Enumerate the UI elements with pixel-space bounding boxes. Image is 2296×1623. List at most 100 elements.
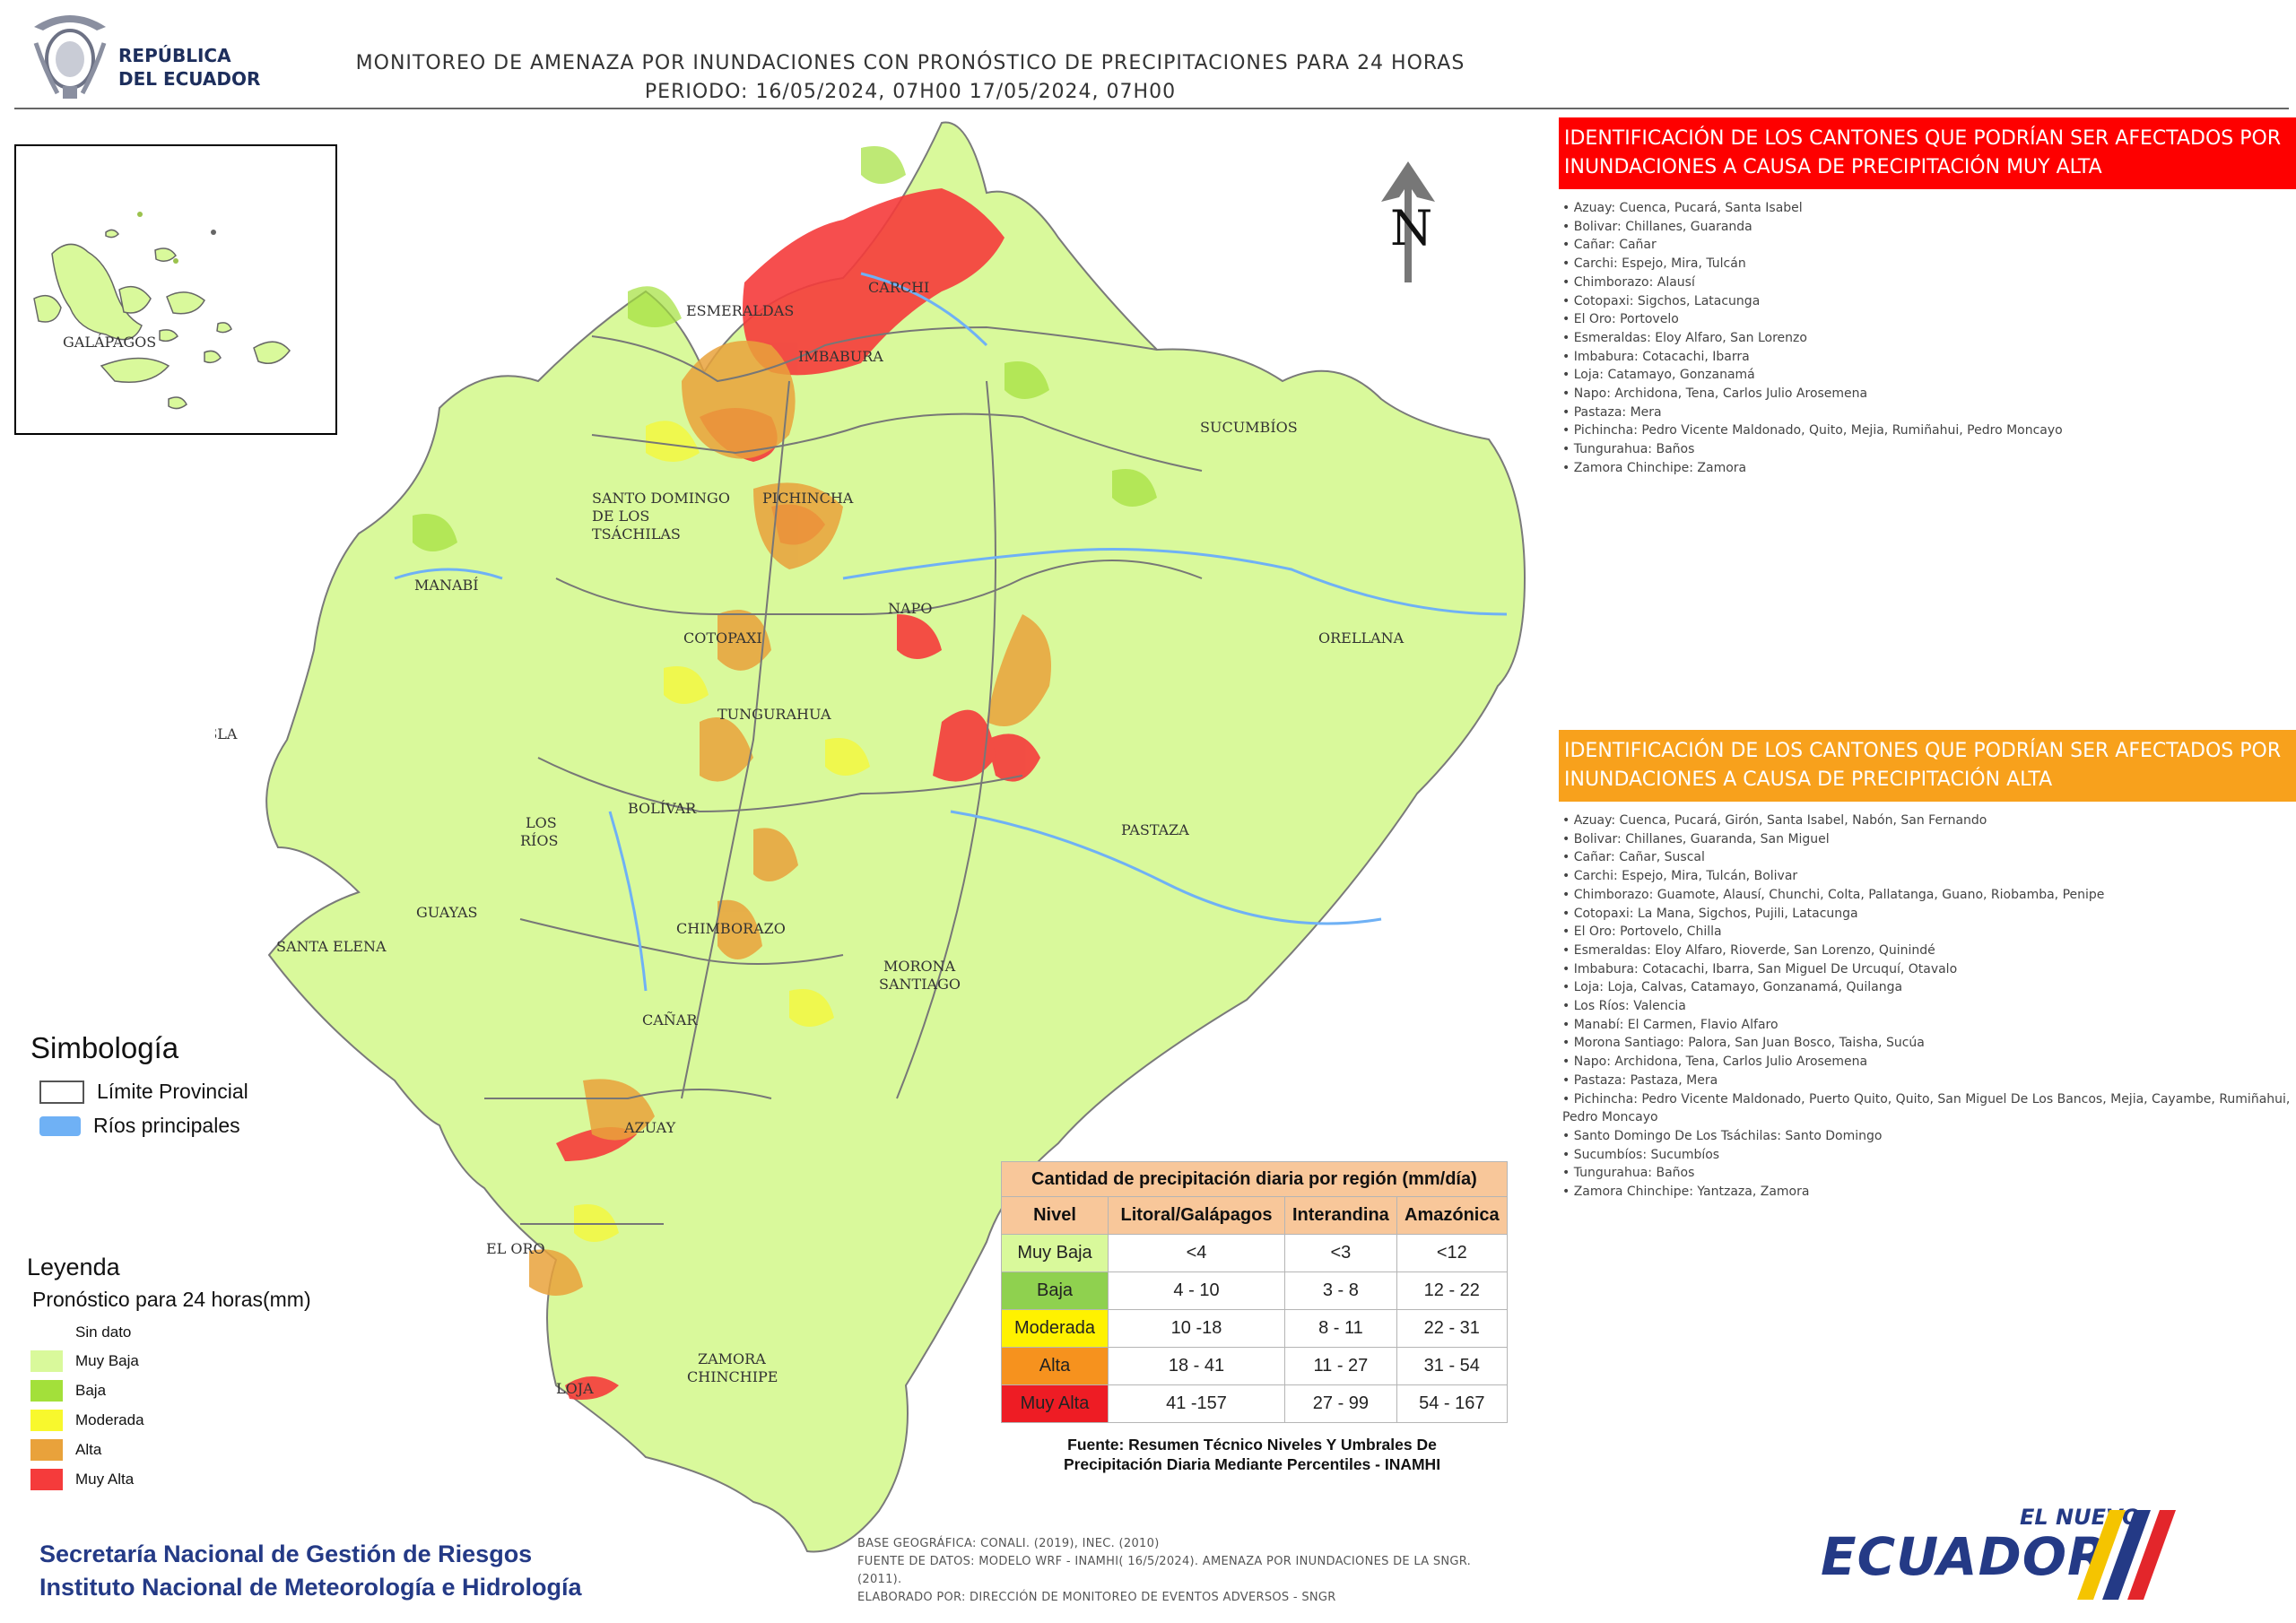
table-source-line1: Fuente: Resumen Técnico Niveles Y Umbral… xyxy=(1067,1436,1437,1454)
legend-swatch-very-low xyxy=(30,1350,63,1372)
table-level-cell: Muy Baja xyxy=(1001,1234,1109,1272)
table-row: Moderada 10 -18 8 - 11 22 - 31 xyxy=(1001,1309,1508,1348)
note-data-source: FUENTE DE DATOS: MODELO WRF - INAMHI( 16… xyxy=(857,1555,1472,1586)
map-period: PERIODO: 16/05/2024, 07H00 17/05/2024, 0… xyxy=(644,81,1177,103)
label-loja: LOJA xyxy=(556,1380,594,1397)
legend-subtitle: Pronóstico para 24 horas(mm) xyxy=(32,1288,311,1311)
legend-label: Baja xyxy=(75,1382,107,1399)
legend-swatch-very-high xyxy=(30,1469,63,1490)
table-header: Nivel xyxy=(1001,1196,1109,1235)
high-item: Santo Domingo De Los Tsáchilas: Santo Do… xyxy=(1562,1127,2296,1146)
very-high-item: Imbabura: Cotacachi, Ibarra xyxy=(1562,348,2296,367)
table-cell: 11 - 27 xyxy=(1284,1347,1397,1385)
label-de-los: DE LOS xyxy=(592,508,649,525)
label-santo-domingo: SANTO DOMINGO xyxy=(592,490,730,507)
high-item: Chimborazo: Guamote, Alausí, Chunchi, Co… xyxy=(1562,886,2296,905)
high-item: Cañar: Cañar, Suscal xyxy=(1562,848,2296,867)
table-cell: 31 - 54 xyxy=(1396,1347,1508,1385)
ecuador-precipitation-map: ESMERALDAS CARCHI IMBABURA SUCUMBÍOS SAN… xyxy=(202,112,1543,1601)
note-prepared-by: ELABORADO POR: DIRECCIÓN DE MONITOREO DE… xyxy=(857,1591,1336,1604)
very-high-item: Loja: Catamayo, Gonzanamá xyxy=(1562,366,2296,385)
high-item: El Oro: Portovelo, Chilla xyxy=(1562,923,2296,942)
high-item: Los Ríos: Valencia xyxy=(1562,997,2296,1016)
ecuador-coat-of-arms-icon xyxy=(27,7,113,104)
very-high-item: Chimborazo: Alausí xyxy=(1562,273,2296,292)
label-tungurahua: TUNGURAHUA xyxy=(718,706,831,723)
legend-label: Moderada xyxy=(75,1411,144,1428)
table-cell: 4 - 10 xyxy=(1108,1271,1285,1310)
very-high-item: El Oro: Portovelo xyxy=(1562,310,2296,329)
table-cell: 12 - 22 xyxy=(1396,1271,1508,1310)
table-row: Muy Alta 41 -157 27 - 99 54 - 167 xyxy=(1001,1384,1508,1423)
very-high-item: Tungurahua: Baños xyxy=(1562,440,2296,459)
ecuador-country-shape xyxy=(265,121,1526,1553)
legend-main-rivers: Ríos principales xyxy=(39,1114,240,1138)
legend-title: Leyenda xyxy=(27,1254,120,1280)
label-los: LOS xyxy=(526,814,557,831)
high-item: Manabí: El Carmen, Flavio Alfaro xyxy=(1562,1016,2296,1035)
precipitation-low-areas xyxy=(413,146,1157,551)
high-item: Pichincha: Pedro Vicente Maldonado, Puer… xyxy=(1562,1090,2296,1127)
table-row: Alta 18 - 41 11 - 27 31 - 54 xyxy=(1001,1347,1508,1385)
legend-swatch-low xyxy=(30,1380,63,1402)
legend-swatch-moderate xyxy=(30,1410,63,1431)
very-high-item: Pichincha: Pedro Vicente Maldonado, Quit… xyxy=(1562,421,2296,440)
high-list: Azuay: Cuenca, Pucará, Girón, Santa Isab… xyxy=(1562,812,2296,1202)
label-cotopaxi: COTOPAXI xyxy=(683,629,762,647)
north-arrow-icon: N xyxy=(1381,161,1435,282)
label-el-oro: EL ORO xyxy=(486,1240,545,1257)
header-divider xyxy=(14,108,2289,109)
flag-stripes-icon xyxy=(2077,1510,2176,1600)
high-item: Cotopaxi: La Mana, Sigchos, Pujili, Lata… xyxy=(1562,905,2296,924)
legend-label: Alta xyxy=(75,1441,102,1458)
very-high-item: Esmeraldas: Eloy Alfaro, San Lorenzo xyxy=(1562,329,2296,348)
high-item: Imbabura: Cotacachi, Ibarra, San Miguel … xyxy=(1562,960,2296,979)
label-guayas: GUAYAS xyxy=(416,904,478,921)
table-source-line2: Precipitación Diaria Mediante Percentile… xyxy=(1063,1455,1441,1473)
precipitation-thresholds-table: Cantidad de precipitación diaria por reg… xyxy=(1001,1161,1508,1423)
legend-label: Sin dato xyxy=(75,1324,132,1341)
very-high-item: Carchi: Espejo, Mira, Tulcán xyxy=(1562,255,2296,273)
river-label: Ríos principales xyxy=(93,1114,240,1137)
provincial-boundary-swatch xyxy=(39,1080,84,1104)
table-cell: 18 - 41 xyxy=(1108,1347,1285,1385)
table-cell: 10 -18 xyxy=(1108,1309,1285,1348)
table-cell: 41 -157 xyxy=(1108,1384,1285,1423)
label-bolivar: BOLÍVAR xyxy=(628,799,697,817)
table-header: Interandina xyxy=(1284,1196,1397,1235)
table-header: Litoral/Galápagos xyxy=(1108,1196,1285,1235)
label-carchi: CARCHI xyxy=(868,279,929,296)
legend-item-high: Alta xyxy=(30,1439,101,1461)
table-caption: Cantidad de precipitación diaria por reg… xyxy=(1001,1161,1508,1197)
main-rivers xyxy=(394,272,1508,992)
legend-item-moderate: Moderada xyxy=(30,1410,144,1431)
label-chimborazo: CHIMBORAZO xyxy=(676,920,786,937)
table-cell: 3 - 8 xyxy=(1284,1271,1397,1310)
very-high-item: Azuay: Cuenca, Pucará, Santa Isabel xyxy=(1562,199,2296,218)
very-high-item: Cotopaxi: Sigchos, Latacunga xyxy=(1562,292,2296,311)
map-notes: BASE GEOGRÁFICA: CONALI. (2019), INEC. (… xyxy=(857,1535,1485,1607)
logo-text-line2: DEL ECUADOR xyxy=(118,68,261,90)
label-chinchipe: CHINCHIPE xyxy=(687,1368,778,1385)
high-item: Tungurahua: Baños xyxy=(1562,1164,2296,1183)
river-swatch xyxy=(39,1115,81,1136)
institution-inamhi: Instituto Nacional de Meteorología e Hid… xyxy=(39,1574,582,1601)
institution-sngr: Secretaría Nacional de Gestión de Riesgo… xyxy=(39,1541,533,1567)
legend-provincial-boundary: Límite Provincial xyxy=(39,1080,248,1104)
table-cell: 54 - 167 xyxy=(1396,1384,1508,1423)
table-level-cell: Alta xyxy=(1001,1347,1109,1385)
high-item: Sucumbíos: Sucumbíos xyxy=(1562,1146,2296,1165)
label-manabi: MANABÍ xyxy=(414,576,479,594)
north-label: N xyxy=(1390,200,1432,256)
label-morona: MORONA xyxy=(883,958,956,975)
high-item: Napo: Archidona, Tena, Carlos Julio Aros… xyxy=(1562,1053,2296,1072)
very-high-item: Bolivar: Chillanes, Guaranda xyxy=(1562,218,2296,237)
high-title: IDENTIFICACIÓN DE LOS CANTONES QUE PODRÍ… xyxy=(1559,730,2296,802)
label-tsachilas: TSÁCHILAS xyxy=(592,525,681,542)
logo-text-line1: REPÚBLICA xyxy=(118,45,231,66)
table-level-cell: Muy Alta xyxy=(1001,1384,1109,1423)
provincial-boundary-label: Límite Provincial xyxy=(97,1080,248,1103)
high-item: Loja: Loja, Calvas, Catamayo, Gonzanamá,… xyxy=(1562,978,2296,997)
label-napo: NAPO xyxy=(888,600,932,617)
very-high-item: Napo: Archidona, Tena, Carlos Julio Aros… xyxy=(1562,385,2296,404)
